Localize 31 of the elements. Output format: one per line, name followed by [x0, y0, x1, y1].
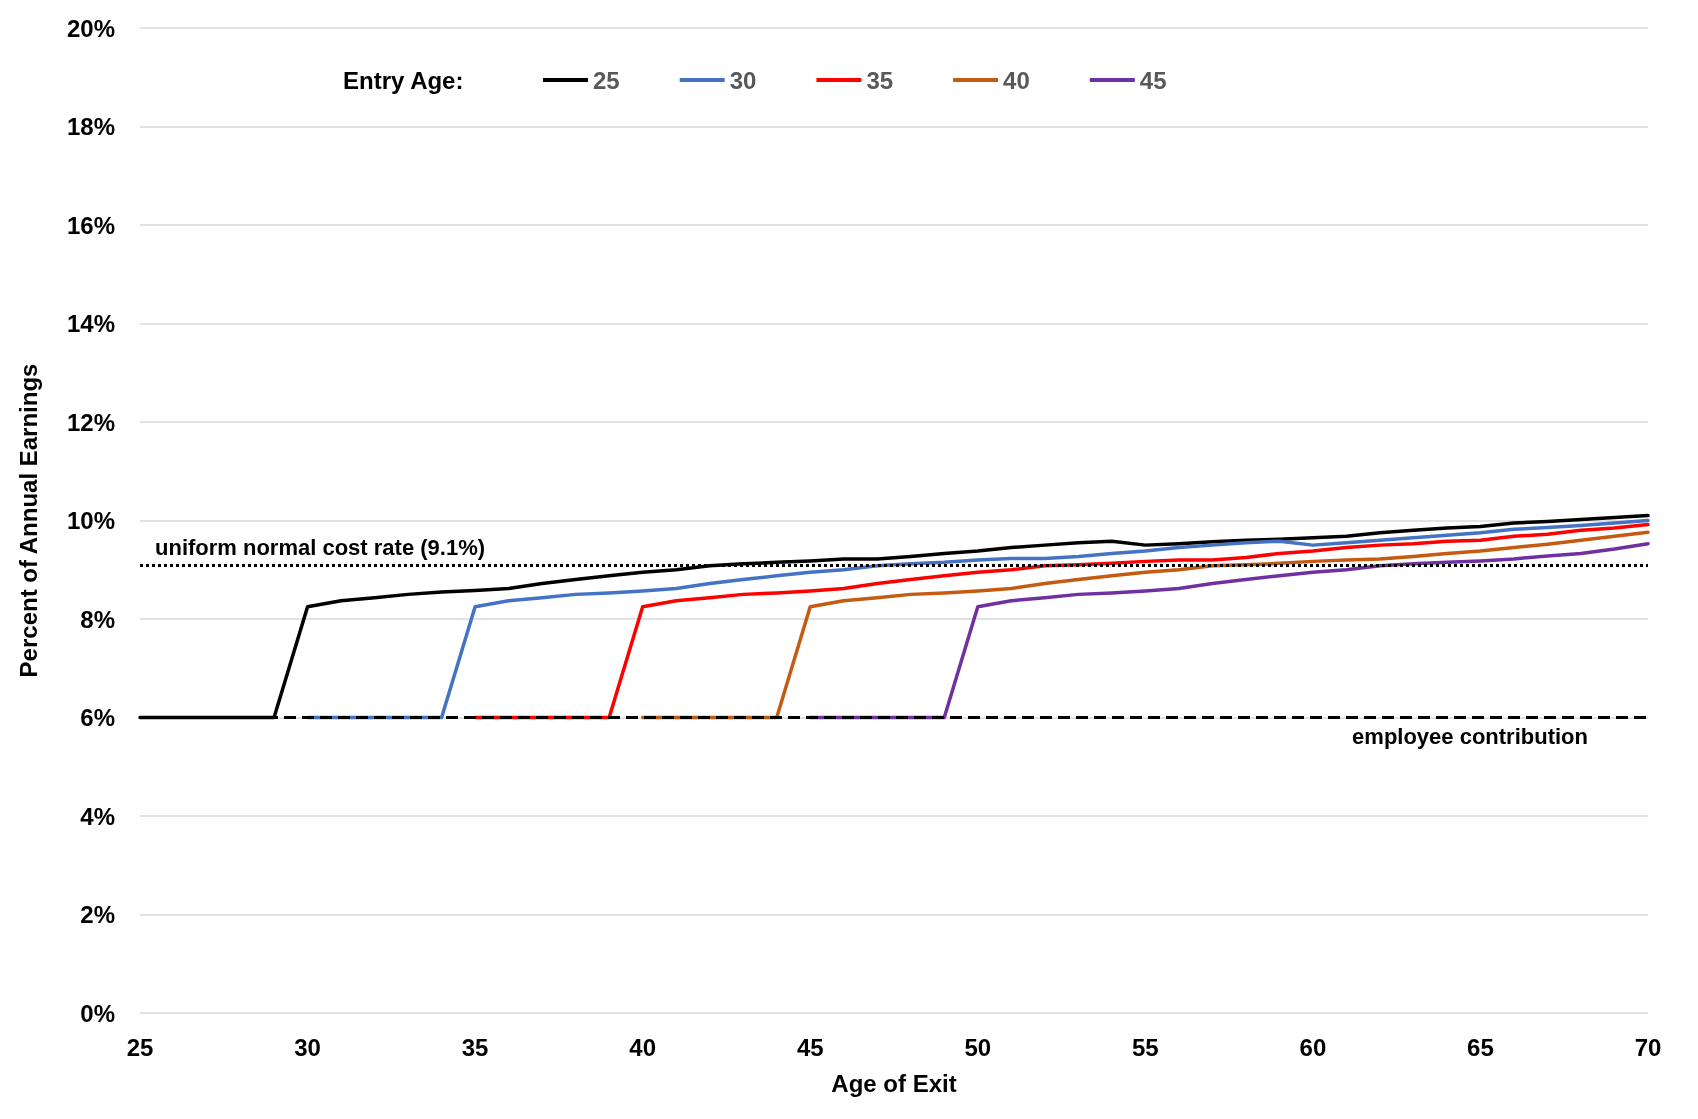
x-tick-label: 25	[126, 1033, 154, 1061]
y-tick-label: 4%	[80, 802, 115, 830]
y-tick-label: 14%	[66, 310, 115, 337]
x-tick-label: 65	[1467, 1033, 1494, 1061]
x-tick-label: 30	[294, 1033, 321, 1061]
x-tick-label: 60	[1299, 1033, 1327, 1061]
legend-label: 45	[1139, 66, 1167, 94]
y-axis-title: Percent of Annual Earnings	[14, 363, 42, 678]
x-tick-label: 55	[1131, 1033, 1159, 1061]
legend-label: 35	[866, 66, 894, 94]
ref-line-label: uniform normal cost rate (9.1%)	[155, 535, 486, 561]
legend-label: 40	[1003, 66, 1030, 94]
x-tick-label: 50	[964, 1033, 992, 1061]
y-tick-label: 6%	[80, 704, 115, 731]
legend-label: 30	[729, 66, 757, 94]
x-tick-label: 45	[796, 1033, 824, 1061]
ref-line-label: employee contribution	[1352, 724, 1588, 749]
y-tick-label: 18%	[66, 113, 115, 140]
x-axis-title: Age of Exit	[831, 1069, 957, 1097]
y-tick-label: 20%	[66, 14, 115, 42]
legend-title: Entry Age:	[343, 66, 464, 94]
y-tick-label: 16%	[66, 211, 115, 239]
y-tick-label: 10%	[66, 507, 115, 534]
x-tick-label: 35	[461, 1033, 489, 1061]
y-tick-label: 8%	[80, 605, 115, 633]
legend-label: 25	[593, 66, 620, 94]
y-tick-label: 2%	[80, 901, 115, 928]
x-tick-label: 40	[629, 1033, 657, 1061]
x-tick-label: 70	[1634, 1033, 1662, 1061]
y-tick-label: 0%	[80, 999, 115, 1027]
y-tick-label: 12%	[66, 408, 115, 436]
